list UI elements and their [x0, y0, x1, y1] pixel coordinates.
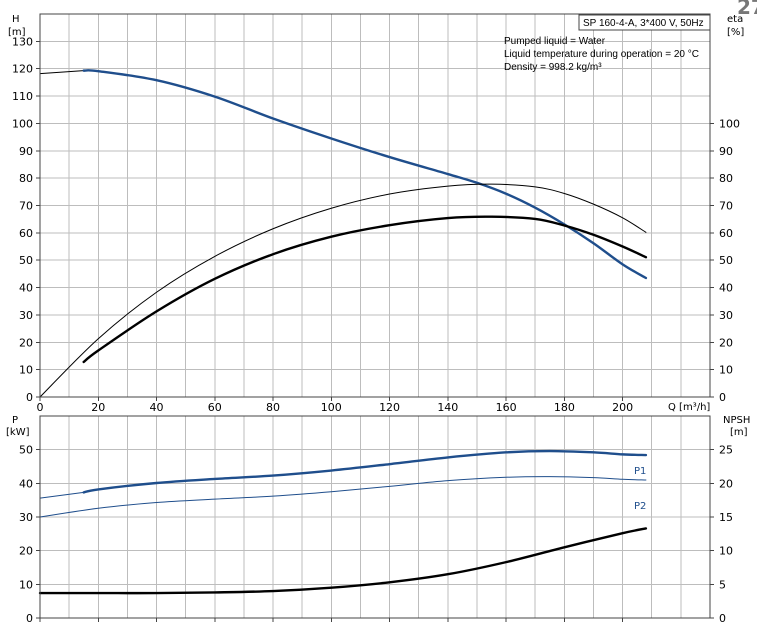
- lower-series-line-0: [39, 491, 85, 499]
- right-tick-label: 0: [719, 612, 726, 625]
- right-tick-label: 100: [719, 117, 740, 130]
- right-tick-label: 10: [719, 364, 733, 377]
- right-tick-label: 0: [719, 391, 726, 404]
- lower-series-line-3: [38, 527, 648, 595]
- right-tick-label: 25: [719, 444, 733, 457]
- upper-left-axis-label-line2: [m]: [8, 27, 26, 38]
- info-title-box: [578, 14, 711, 31]
- upper-right-axis-label-line2: [%]: [727, 27, 744, 38]
- lower-series-line-1: [82, 449, 648, 494]
- x-tick-label: 100: [321, 401, 342, 414]
- left-tick-label: 10: [19, 364, 33, 377]
- left-tick-label: 70: [19, 200, 33, 213]
- right-tick-label: 40: [719, 282, 733, 295]
- right-tick-label: 80: [719, 172, 733, 185]
- upper-grid: [40, 14, 710, 397]
- x-tick-label: 80: [266, 401, 280, 414]
- info-line-temperature: Liquid temperature during operation = 20…: [504, 49, 699, 60]
- upper-series-line-2: [39, 183, 647, 398]
- upper-series-line-0: [39, 70, 85, 75]
- lower-plot-frame: [39, 415, 711, 619]
- right-tick-label: 15: [719, 511, 733, 524]
- left-tick-label: 100: [12, 117, 33, 130]
- right-tick-label: 20: [719, 477, 733, 490]
- left-tick-label: 60: [19, 227, 33, 240]
- right-tick-label: 70: [719, 200, 733, 213]
- lower-left-axis-label-line1: P: [12, 415, 18, 426]
- left-tick-label: 20: [19, 336, 33, 349]
- left-tick-label: 0: [26, 612, 33, 625]
- lower-right-axis-label-line2: [m]: [730, 427, 748, 438]
- upper-right-axis-label-line1: eta: [727, 14, 743, 25]
- x-tick-label: 140: [437, 401, 458, 414]
- left-tick-label: 40: [19, 477, 33, 490]
- right-tick-label: 5: [719, 578, 726, 591]
- x-tick-label: 20: [91, 401, 105, 414]
- upper-series-line-1: [82, 69, 648, 280]
- upper-series-line-3: [82, 215, 648, 364]
- x-tick-label: 120: [379, 401, 400, 414]
- lower-left-axis-label-line2: [kW]: [6, 427, 30, 438]
- corner-mark: 27: [737, 0, 757, 19]
- left-tick-label: 130: [12, 35, 33, 48]
- series-label-p1: P1: [634, 466, 646, 477]
- right-tick-label: 30: [719, 309, 733, 322]
- left-tick-label: 40: [19, 282, 33, 295]
- left-tick-label: 50: [19, 444, 33, 457]
- lower-tick-labels: 0 10 20 30 40 50 0 5 10 15 20 25: [19, 444, 733, 625]
- x-axis-label: Q [m³/h]: [668, 402, 710, 413]
- right-tick-label: 50: [719, 254, 733, 267]
- upper-plot-frame: [39, 13, 711, 398]
- info-line-liquid: Pumped liquid = Water: [504, 36, 606, 47]
- lower-grid: [40, 416, 710, 618]
- left-tick-label: 30: [19, 511, 33, 524]
- x-tick-label: 160: [496, 401, 517, 414]
- left-tick-label: 20: [19, 545, 33, 558]
- left-tick-label: 120: [12, 63, 33, 76]
- right-tick-label: 90: [719, 145, 733, 158]
- lower-series-line-2: [39, 476, 647, 518]
- left-tick-label: 80: [19, 172, 33, 185]
- left-tick-label: 110: [12, 90, 33, 103]
- x-tick-label: 180: [554, 401, 575, 414]
- info-title: SP 160-4-A, 3*400 V, 50Hz: [583, 18, 704, 29]
- series-label-p2: P2: [634, 501, 646, 512]
- x-tick-label: 40: [150, 401, 164, 414]
- info-line-density: Density = 998.2 kg/m³: [504, 62, 602, 73]
- upper-tick-labels: 0 10 20 30 40 50 60 70 80 90 100 110 120 130 0 10 20 30 40…: [12, 35, 740, 414]
- upper-series: [39, 69, 648, 398]
- x-tick-label: 60: [208, 401, 222, 414]
- left-tick-label: 30: [19, 309, 33, 322]
- lower-series: [38, 449, 648, 595]
- right-tick-label: 10: [719, 545, 733, 558]
- x-tick-label: 200: [612, 401, 633, 414]
- upper-left-axis-label-line1: H: [12, 14, 20, 25]
- x-tick-label: 0: [37, 401, 44, 414]
- lower-right-axis-label-line1: NPSH: [723, 415, 750, 426]
- left-tick-label: 10: [19, 578, 33, 591]
- right-tick-label: 20: [719, 336, 733, 349]
- right-tick-label: 60: [719, 227, 733, 240]
- left-tick-label: 90: [19, 145, 33, 158]
- left-tick-label: 0: [26, 391, 33, 404]
- left-tick-label: 50: [19, 254, 33, 267]
